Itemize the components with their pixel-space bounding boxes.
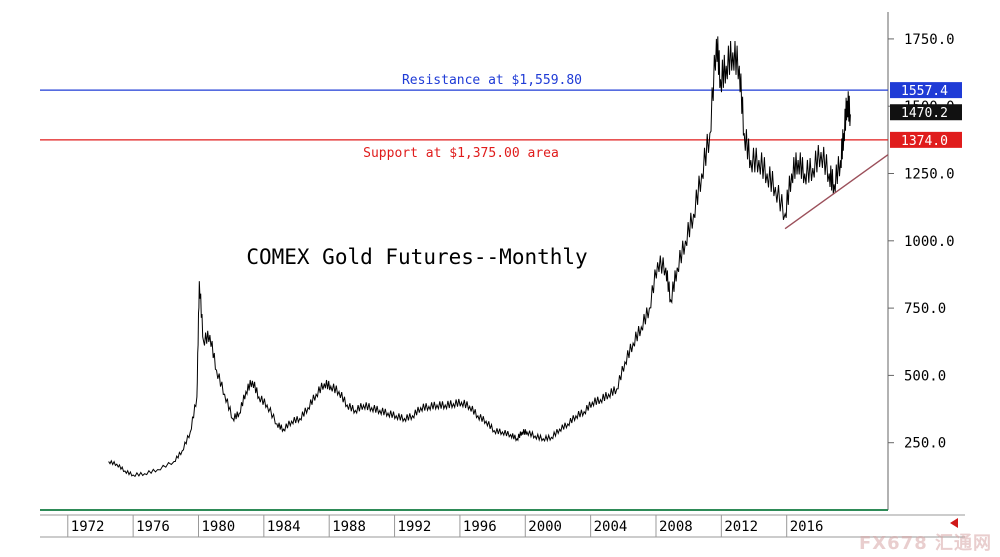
x-tick-label: 2016 [790,519,824,535]
y-tick-label: 250.0 [904,436,946,452]
y-tick-label: 750.0 [904,301,946,317]
resistance-label: Resistance at $1,559.80 [402,73,582,88]
x-tick-label: 1984 [267,519,301,535]
svg-text:1470.2: 1470.2 [901,106,948,121]
x-tick-label: 1976 [136,519,170,535]
x-tick-label: 1980 [201,519,235,535]
x-tick-label: 2012 [724,519,758,535]
x-tick-label: 1988 [332,519,366,535]
y-tick-label: 1750.0 [904,32,955,48]
x-axis-ticks: 1972 1976 1980 1984 1988 1992 1996 2000 2004 2008… [67,515,824,537]
current-price-tag: 1470.2 [890,104,962,121]
support-price-tag: 1374.0 [890,131,962,149]
x-tick-label: 1992 [398,519,432,535]
chart-title: COMEX Gold Futures--Monthly [246,245,587,269]
support-trendline [784,154,889,230]
x-tick-label: 2000 [528,519,562,535]
x-tick-label: 2008 [659,519,693,535]
svg-text:1557.4: 1557.4 [901,84,948,99]
resistance-price-tag: 1557.4 [890,82,962,99]
scroll-left-arrow-icon[interactable] [950,518,958,528]
x-tick-label: 1972 [71,519,105,535]
price-series [108,36,851,478]
y-tick-label: 500.0 [904,368,946,384]
y-tick-label: 1000.0 [904,234,955,250]
y-tick-label: 1250.0 [904,167,955,183]
x-tick-label: 2004 [594,519,628,535]
price-line [108,36,851,478]
x-tick-label: 1996 [463,519,497,535]
support-label: Support at $1,375.00 area [363,146,559,161]
watermark-logo: FX678 汇通网 [858,533,992,554]
svg-text:1374.0: 1374.0 [901,134,948,149]
